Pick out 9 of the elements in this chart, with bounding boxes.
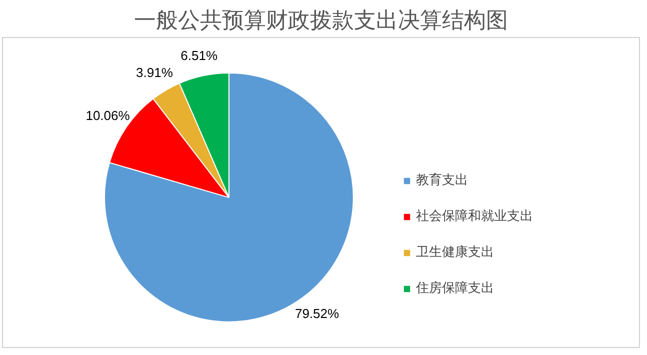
data-label: 3.91% [136, 64, 174, 80]
data-label: 10.06% [86, 108, 130, 123]
legend-label: 教育支出 [416, 171, 468, 189]
data-label: 79.52% [294, 306, 340, 322]
data-label: 6.51% [180, 48, 218, 63]
chart-title: 一般公共预算财政拨款支出决算结构图 [134, 8, 508, 32]
legend-label: 社会保障和就业支出 [416, 207, 533, 225]
legend-label: 卫生健康支出 [416, 243, 494, 261]
legend-label: 住房保障支出 [416, 279, 494, 297]
